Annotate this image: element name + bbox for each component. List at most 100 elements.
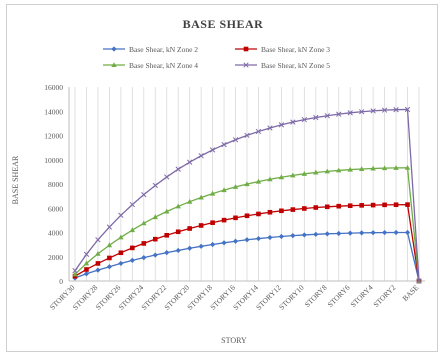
x-tick-label: STORY4	[349, 283, 375, 309]
data-point	[347, 166, 353, 172]
data-point	[278, 233, 284, 240]
data-point	[83, 251, 90, 257]
data-point	[243, 46, 249, 52]
data-point	[106, 264, 112, 270]
data-point	[118, 234, 124, 240]
data-point	[129, 227, 136, 233]
data-point	[313, 231, 319, 237]
data-point	[198, 243, 204, 249]
data-point	[290, 233, 296, 239]
data-point	[221, 187, 227, 193]
legend-label: Base Shear, kN Zone 2	[129, 45, 198, 54]
data-point	[175, 166, 181, 172]
data-point	[313, 169, 319, 175]
data-point	[382, 202, 387, 208]
data-point	[141, 192, 147, 198]
legend-label: Base Shear, kN Zone 3	[261, 45, 330, 54]
data-point	[382, 229, 388, 236]
data-point	[244, 181, 250, 187]
data-point	[381, 165, 388, 171]
data-point	[164, 250, 170, 256]
data-point	[243, 62, 249, 68]
axes: 0 2000 4000 6000 8000 10000 12000 14000 16000 STO…	[44, 83, 425, 312]
data-point	[290, 207, 296, 212]
data-point	[336, 203, 342, 209]
data-point	[393, 202, 399, 208]
x-axis-title: STORY	[221, 336, 247, 345]
data-point	[301, 116, 307, 123]
data-point	[347, 230, 353, 236]
y-tick-label: 2000	[48, 253, 63, 262]
data-point	[130, 245, 135, 251]
data-point	[111, 46, 117, 52]
legend-item-3: Base Shear, kN Zone 4	[103, 61, 198, 70]
data-point	[221, 240, 227, 246]
data-point	[187, 245, 193, 251]
data-point	[221, 141, 227, 148]
data-point	[152, 182, 158, 189]
data-point	[164, 174, 170, 180]
data-point	[232, 137, 239, 143]
data-point	[164, 232, 170, 238]
series-1	[72, 229, 422, 284]
data-point	[313, 205, 319, 210]
data-point	[72, 268, 78, 274]
data-point	[95, 267, 101, 273]
y-tick-label: 6000	[48, 204, 63, 213]
data-point	[278, 122, 285, 128]
data-point	[381, 107, 388, 113]
y-tick-label: 16000	[44, 83, 63, 92]
data-point	[198, 153, 204, 159]
data-point	[290, 172, 296, 178]
chart-title: BASE SHEAR	[183, 17, 264, 31]
data-point	[233, 215, 238, 221]
data-point	[393, 165, 399, 170]
data-point	[290, 119, 296, 125]
y-tick-label: 4000	[48, 229, 63, 238]
data-point	[370, 165, 376, 171]
data-point	[209, 147, 216, 153]
data-point	[141, 241, 147, 246]
x-tick-label: STORY10	[277, 283, 306, 312]
data-point	[232, 238, 239, 244]
data-point	[72, 271, 78, 277]
data-point	[244, 237, 250, 243]
data-point	[83, 260, 90, 266]
data-point	[209, 190, 216, 196]
data-point	[152, 214, 158, 220]
legend-item-2: Base Shear, kN Zone 3	[235, 45, 330, 54]
data-point	[416, 278, 422, 284]
series-3	[72, 164, 422, 283]
data-point	[255, 128, 262, 135]
chart-svg: BASE SHEAR Base Shear, kN Zone 2 Base She…	[11, 17, 425, 345]
data-point	[324, 204, 330, 210]
data-point	[152, 252, 158, 258]
data-point	[324, 231, 330, 237]
data-point	[359, 203, 364, 208]
x-tick-label: STORY8	[303, 283, 329, 309]
y-tick-label: 14000	[44, 107, 63, 116]
data-point	[141, 254, 147, 261]
data-point	[267, 125, 273, 131]
y-axis-title: BASE SHEAR	[11, 155, 20, 204]
x-tick-label: BASE	[400, 283, 420, 303]
data-point	[405, 202, 410, 207]
x-tick-label: STORY6	[326, 283, 352, 309]
data-point	[187, 226, 192, 231]
data-point	[347, 203, 353, 209]
data-point	[301, 232, 307, 238]
data-point	[95, 250, 101, 256]
data-point	[198, 194, 204, 200]
data-point	[129, 257, 135, 263]
data-point	[164, 208, 170, 214]
data-point	[83, 271, 90, 277]
series-4	[72, 106, 422, 284]
data-point	[358, 166, 365, 171]
data-point	[244, 213, 250, 219]
data-point	[175, 203, 181, 209]
data-point	[210, 220, 215, 225]
data-point	[256, 211, 261, 217]
data-point	[198, 223, 204, 228]
data-point	[404, 229, 411, 236]
data-point	[221, 217, 227, 223]
